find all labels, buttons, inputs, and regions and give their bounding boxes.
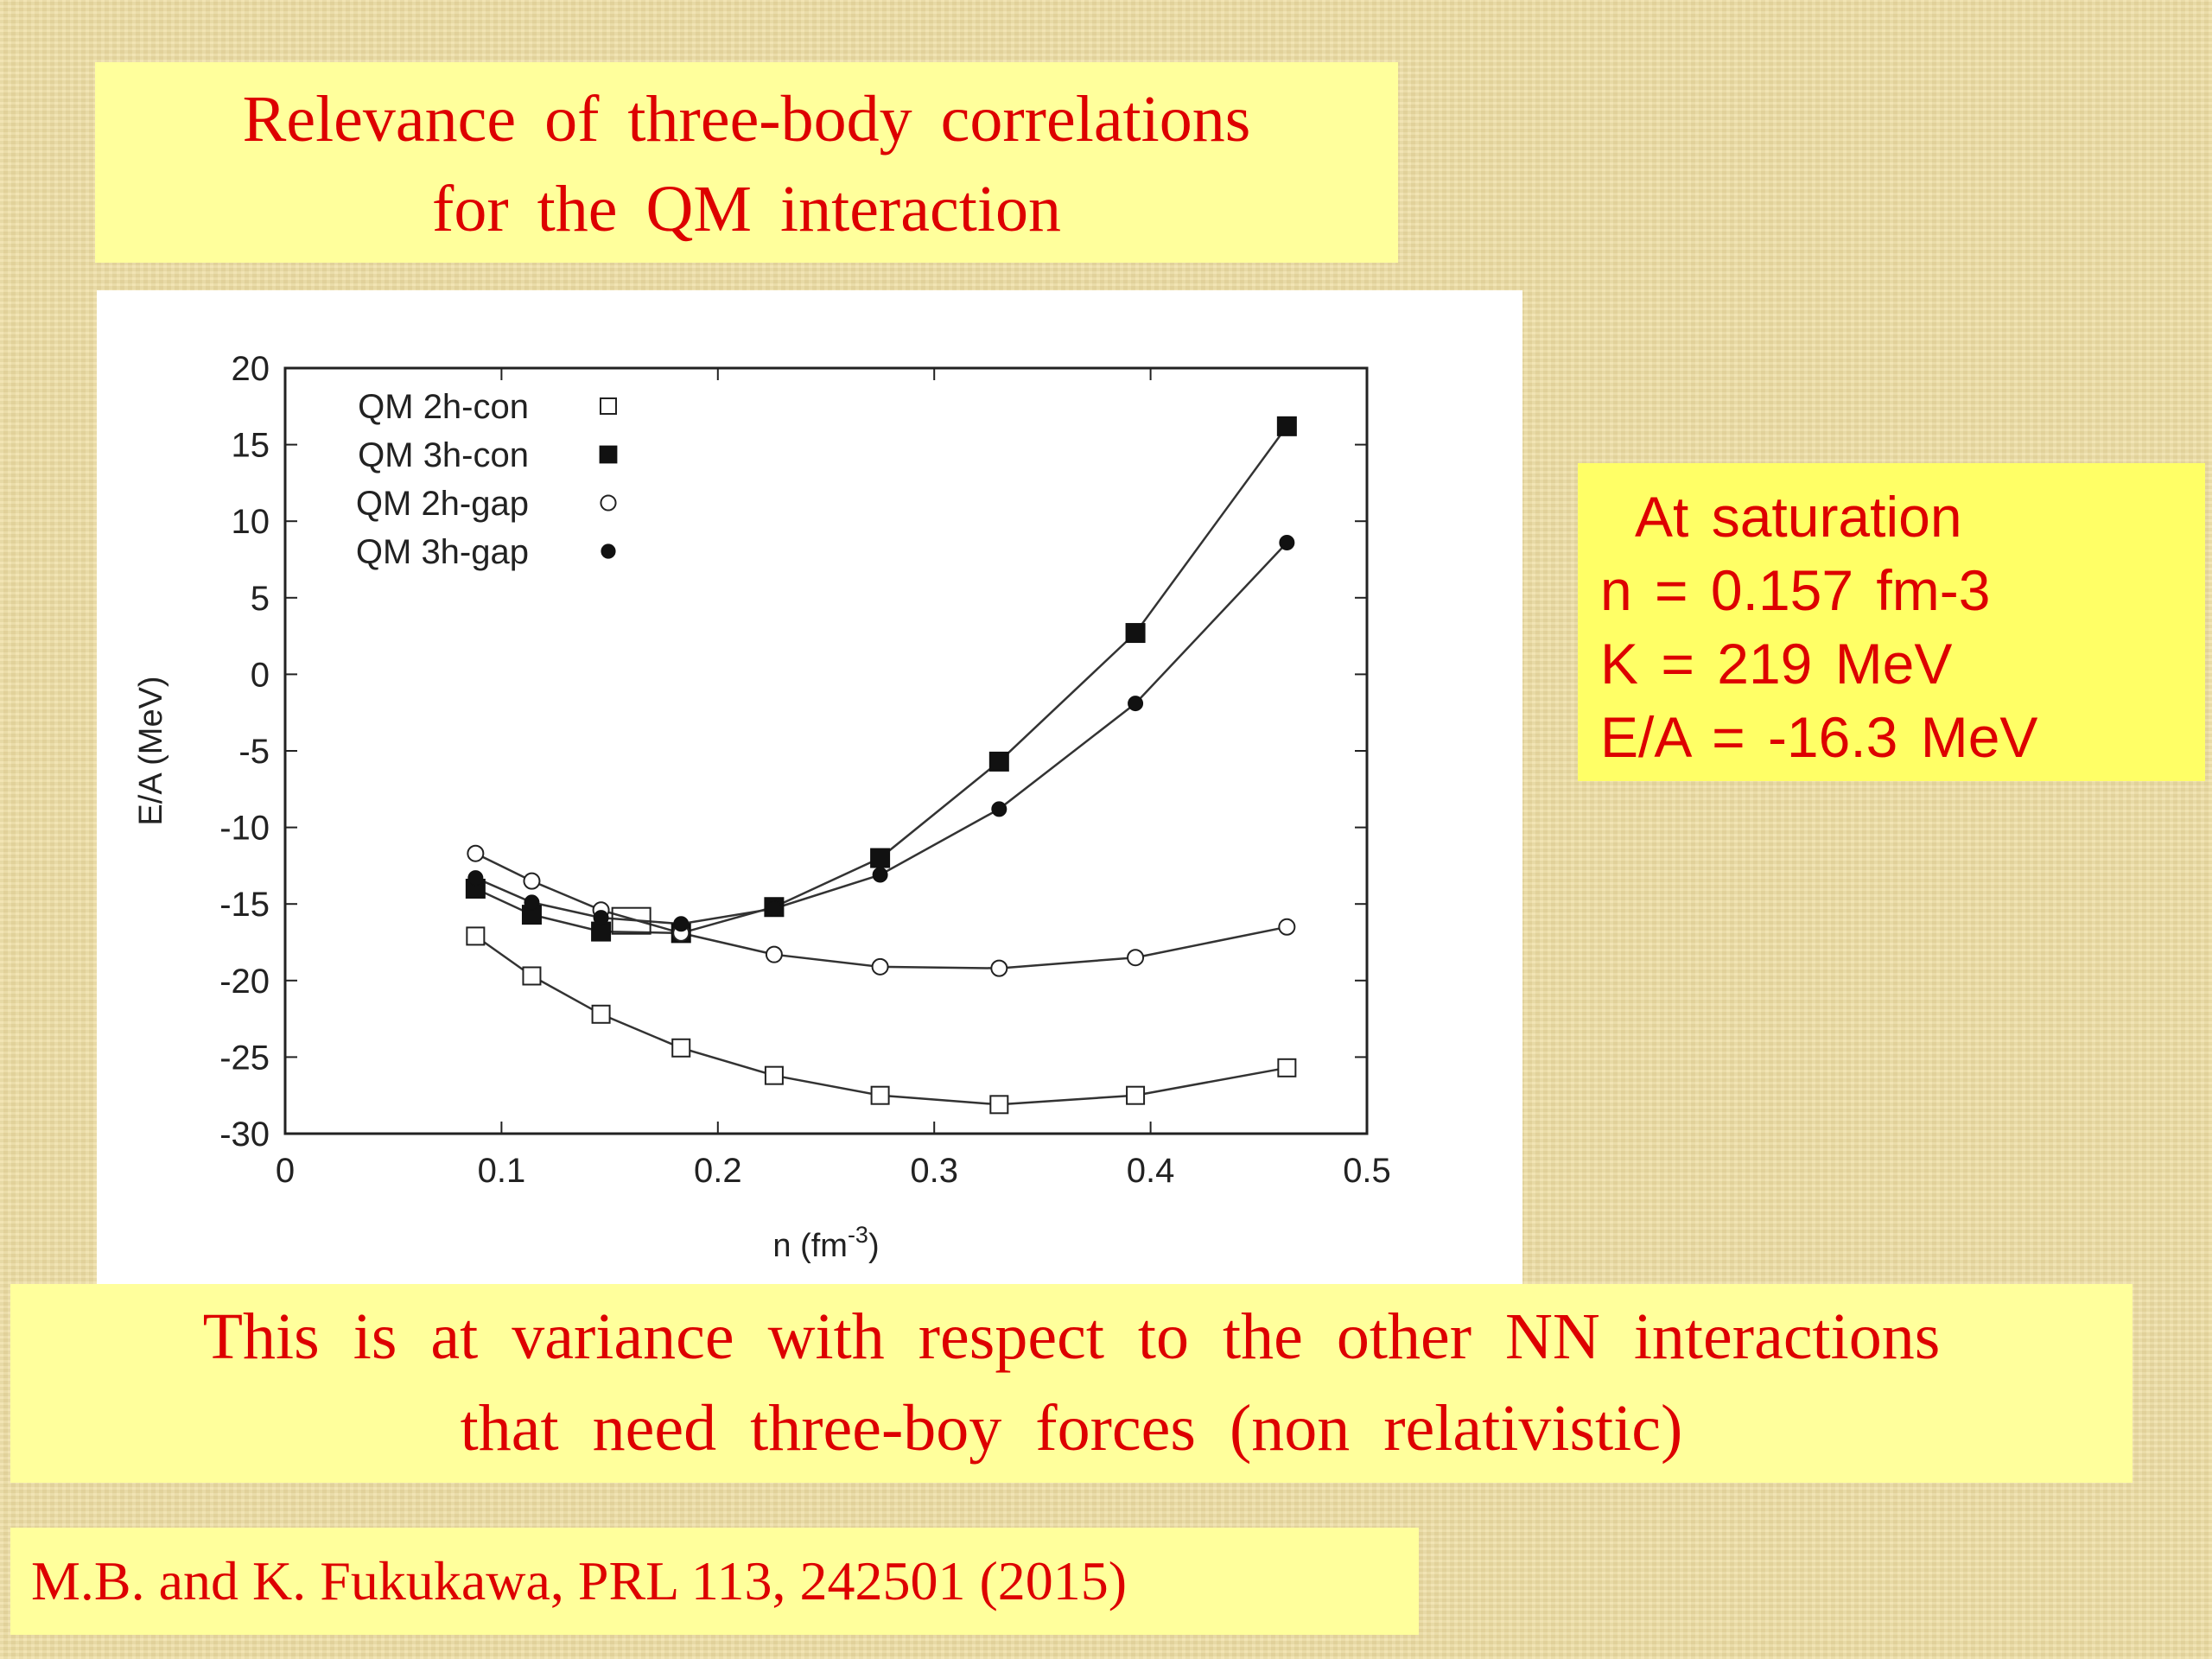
y-tick-label: -30 <box>219 1116 270 1154</box>
slide-title: Relevance of three-body correlations for… <box>95 62 1398 263</box>
reference-text: M.B. and K. Fukukawa, PRL 113, 242501 (2… <box>31 1550 1128 1611</box>
y-tick-label: -5 <box>238 733 270 771</box>
data-point <box>764 1065 784 1085</box>
saturation-compressibility: K = 219 MeV <box>1600 632 1953 696</box>
data-point <box>766 900 782 917</box>
axes-layer: 0 0.1 0.2 0.3 0.4 0.5 20 15 10 5 0 -5 -10 -15 -20 -25 -3… <box>219 350 1391 1190</box>
x-tick-label: 0.2 <box>694 1152 742 1190</box>
data-point <box>524 894 540 911</box>
data-point <box>1277 1058 1297 1077</box>
y-tick-label: -10 <box>219 810 270 848</box>
data-point <box>1127 949 1145 967</box>
data-point <box>870 1085 890 1105</box>
y-tick-label: -20 <box>219 963 270 1001</box>
data-point <box>1125 623 1146 644</box>
data-point <box>1278 918 1296 936</box>
data-point <box>1126 1085 1146 1105</box>
legend-marker <box>600 397 617 415</box>
reference-box: M.B. and K. Fukukawa, PRL 113, 242501 (2… <box>10 1528 1419 1635</box>
y-tick-label: 0 <box>251 656 270 694</box>
chart-panel: 0 0.1 0.2 0.3 0.4 0.5 20 15 10 5 0 -5 -10 -15 -20 -25 -3… <box>97 290 1522 1300</box>
data-point <box>871 957 889 976</box>
note-box: This is at variance with respect to the … <box>10 1284 2133 1483</box>
data-point <box>593 910 609 926</box>
note-line-1: This is at variance with respect to the … <box>202 1300 1941 1373</box>
saturation-info-box: At saturation n = 0.157 fm-3 K = 219 MeV… <box>1578 463 2205 781</box>
title-line-1: Relevance of three-body correlations <box>242 83 1251 156</box>
data-point <box>466 926 486 946</box>
y-axis-label: E/A (MeV) <box>133 676 169 825</box>
data-point <box>1128 696 1144 712</box>
x-axis-label-end: ) <box>868 1228 880 1264</box>
data-point <box>991 801 1007 817</box>
legend-label: QM 2h-gap <box>356 485 529 523</box>
x-axis-label: n (fm-3) <box>772 1222 879 1264</box>
data-point <box>765 945 783 963</box>
y-tick-label: 15 <box>232 427 270 465</box>
legend-label: QM 3h-gap <box>356 533 529 571</box>
y-tick-label: -15 <box>219 886 270 924</box>
data-point <box>988 751 1009 772</box>
legend-label: QM 2h-con <box>358 388 529 426</box>
data-point <box>522 966 542 986</box>
note-line-2: that need three-boy forces (non relativi… <box>460 1392 1683 1465</box>
data-point <box>671 1038 691 1058</box>
x-tick-label: 0.1 <box>478 1152 526 1190</box>
y-tick-label: 10 <box>232 503 270 541</box>
x-tick-label: 0.5 <box>1343 1152 1391 1190</box>
data-point <box>989 1095 1009 1115</box>
data-point <box>523 872 541 890</box>
x-tick-label: 0 <box>276 1152 295 1190</box>
saturation-point-marker <box>611 906 652 935</box>
data-point <box>591 1004 611 1024</box>
x-axis-label-superscript: -3 <box>848 1222 868 1248</box>
data-point <box>673 916 690 932</box>
series-lines <box>474 425 1288 1106</box>
x-tick-label: 0.3 <box>910 1152 958 1190</box>
title-line-2: for the QM interaction <box>432 173 1061 245</box>
y-tick-label: -25 <box>219 1039 270 1077</box>
y-tick-label: 5 <box>251 580 270 618</box>
data-point <box>872 867 888 883</box>
chart-legend: QM 2h-con QM 3h-con QM 2h-gap QM 3h-gap <box>356 388 618 571</box>
data-point <box>1276 416 1297 436</box>
legend-marker <box>600 494 617 512</box>
legend-label: QM 3h-con <box>358 436 529 474</box>
saturation-heading: At saturation <box>1635 485 1962 549</box>
plot-frame <box>283 366 1369 1135</box>
legend-marker <box>599 445 618 464</box>
saturation-energy: E/A = -16.3 MeV <box>1600 705 2038 769</box>
data-point <box>990 959 1008 977</box>
data-point <box>467 870 484 887</box>
x-axis-label-main: n (fm <box>772 1228 848 1264</box>
series-markers <box>465 416 1297 1115</box>
data-point <box>870 848 891 868</box>
energy-density-chart: 0 0.1 0.2 0.3 0.4 0.5 20 15 10 5 0 -5 -10 -15 -20 -25 -3… <box>133 350 1391 1264</box>
saturation-density: n = 0.157 fm-3 <box>1600 558 1991 622</box>
x-tick-label: 0.4 <box>1127 1152 1175 1190</box>
data-point <box>1279 535 1295 551</box>
data-point <box>467 844 485 862</box>
legend-marker <box>601 543 616 559</box>
y-tick-label: 20 <box>232 350 270 388</box>
